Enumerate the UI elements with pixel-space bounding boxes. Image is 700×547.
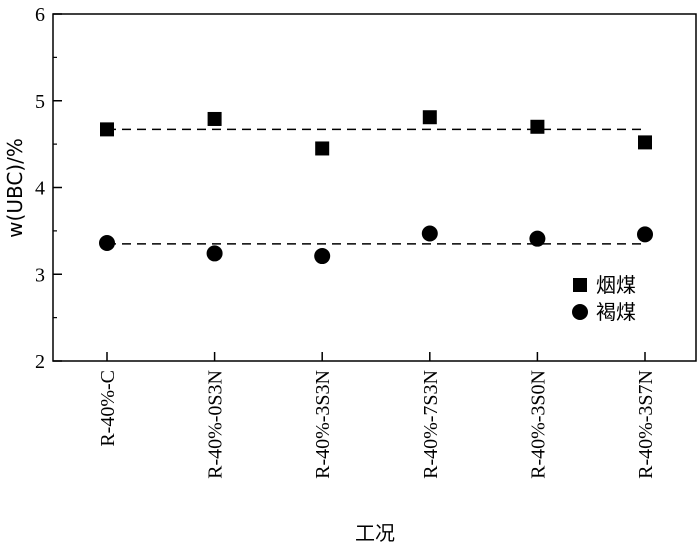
square-point xyxy=(100,122,114,137)
y-tick-label: 2 xyxy=(35,351,45,373)
circle-point xyxy=(99,235,115,252)
y-axis: 2 3 4 5 6 xyxy=(35,4,62,373)
square-point xyxy=(207,111,222,126)
x-axis: R-40%-C R-40%-0S3N R-40%-3S3N R-40%-7S3N R-4… xyxy=(97,352,657,479)
x-tick-label: R-40%-3S3N xyxy=(312,370,334,479)
legend-circle-marker xyxy=(572,304,588,320)
y-axis-title: w(UBC)/% xyxy=(3,138,27,238)
square-point xyxy=(422,110,437,125)
x-axis-title: 工况 xyxy=(355,521,395,545)
x-tick-label: R-40%-0S3N xyxy=(205,370,227,479)
y-tick-label: 3 xyxy=(35,264,45,286)
legend-square-marker xyxy=(573,278,587,292)
x-tick-label: R-40%-C xyxy=(97,370,119,447)
data-marks xyxy=(99,110,653,265)
circle-point xyxy=(314,248,331,265)
y-tick-label: 6 xyxy=(35,4,45,26)
y-tick-label: 5 xyxy=(35,91,45,113)
x-tick-label: R-40%-7S3N xyxy=(420,370,442,479)
circle-point xyxy=(529,230,546,247)
circle-point xyxy=(637,226,653,243)
circle-point xyxy=(421,225,438,242)
mean-lines xyxy=(107,128,645,245)
y-tick-label: 4 xyxy=(35,178,45,200)
x-tick-label: R-40%-3S0N xyxy=(527,370,549,479)
legend-label: 烟煤 xyxy=(596,273,636,297)
square-point xyxy=(315,141,330,156)
circle-point xyxy=(206,245,223,262)
legend-label: 褐煤 xyxy=(596,300,636,324)
square-point xyxy=(530,119,545,134)
x-tick-label: R-40%-3S7N xyxy=(635,370,657,479)
square-point xyxy=(638,135,652,150)
